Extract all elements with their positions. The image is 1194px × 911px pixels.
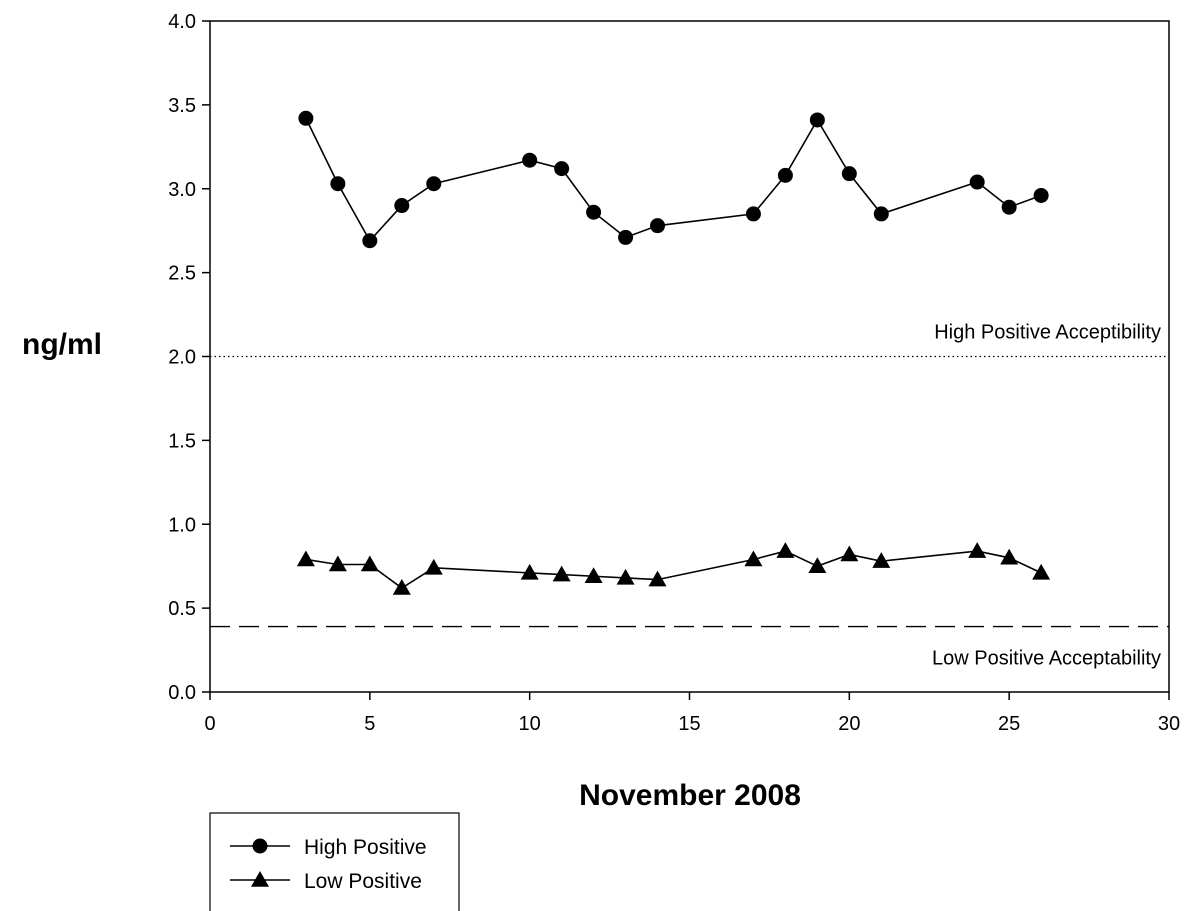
data-point (1032, 563, 1051, 580)
y-tick-label: 0.5 (168, 598, 196, 620)
data-point (394, 198, 410, 214)
x-tick-label: 10 (519, 713, 541, 735)
series-group (296, 110, 1051, 595)
reference-lines: High Positive Acceptibility Low Positive … (210, 322, 1169, 670)
y-tick-label: 1.0 (168, 514, 196, 536)
data-point (873, 206, 889, 222)
data-point (744, 550, 763, 567)
data-point (330, 176, 346, 192)
data-point (840, 545, 859, 562)
data-point (296, 550, 315, 567)
series-line (305, 117, 1042, 243)
data-point (552, 565, 571, 582)
legend-triangle-marker (251, 871, 269, 887)
x-tick-label: 30 (1158, 713, 1180, 735)
data-point (360, 555, 379, 572)
data-point (520, 563, 539, 580)
series-high-positive (298, 110, 1049, 249)
data-point (424, 558, 443, 575)
data-point (1001, 199, 1017, 215)
data-point (808, 557, 827, 573)
legend-circle-marker (252, 838, 268, 854)
y-tick-label: 1.5 (168, 430, 196, 452)
data-point (650, 218, 666, 234)
data-point (777, 167, 793, 183)
data-point (618, 229, 634, 245)
x-tick-label: 15 (678, 713, 700, 735)
x-tick-label: 5 (364, 713, 375, 735)
data-point (328, 555, 347, 572)
data-point (1033, 187, 1049, 203)
data-point (522, 152, 538, 168)
data-point (841, 166, 857, 182)
x-tick-label: 25 (998, 713, 1020, 735)
legend: High Positive Low Positive (209, 812, 460, 911)
data-point (872, 552, 891, 568)
axis-ticks: 0 5 10 15 20 25 30 0.0 0.5 1.0 1.5 2.0 2.5 3.0 3.5 4.0 (168, 11, 1180, 735)
y-tick-label: 3.0 (168, 179, 196, 201)
data-point (298, 110, 314, 126)
data-point (968, 542, 987, 558)
y-tick-label: 0.0 (168, 682, 196, 704)
legend-label: High Positive (304, 836, 427, 859)
data-point (554, 161, 570, 177)
x-tick-label: 0 (204, 713, 215, 735)
legend-label: Low Positive (304, 870, 422, 893)
y-axis-title: ng/ml (22, 328, 102, 361)
data-point (584, 567, 603, 584)
data-point (426, 176, 442, 192)
y-tick-label: 4.0 (168, 11, 196, 33)
data-point (648, 570, 667, 587)
y-tick-label: 3.5 (168, 95, 196, 117)
data-point (616, 568, 635, 585)
y-tick-label: 2.5 (168, 263, 196, 285)
data-point (1000, 548, 1019, 565)
legend-box (209, 812, 460, 911)
data-point (362, 233, 378, 249)
data-point (969, 174, 985, 190)
x-axis-title: November 2008 (579, 779, 801, 812)
y-tick-label: 2.0 (168, 347, 196, 369)
series-low-positive (296, 542, 1051, 595)
data-point (776, 542, 795, 558)
data-point (809, 112, 825, 128)
x-tick-label: 20 (838, 713, 860, 735)
reference-line-label: Low Positive Acceptability (932, 648, 1161, 670)
reference-line-label: High Positive Acceptibility (934, 322, 1161, 344)
data-point (745, 206, 761, 222)
series-line (305, 550, 1042, 589)
data-point (392, 578, 411, 595)
data-point (586, 204, 602, 220)
